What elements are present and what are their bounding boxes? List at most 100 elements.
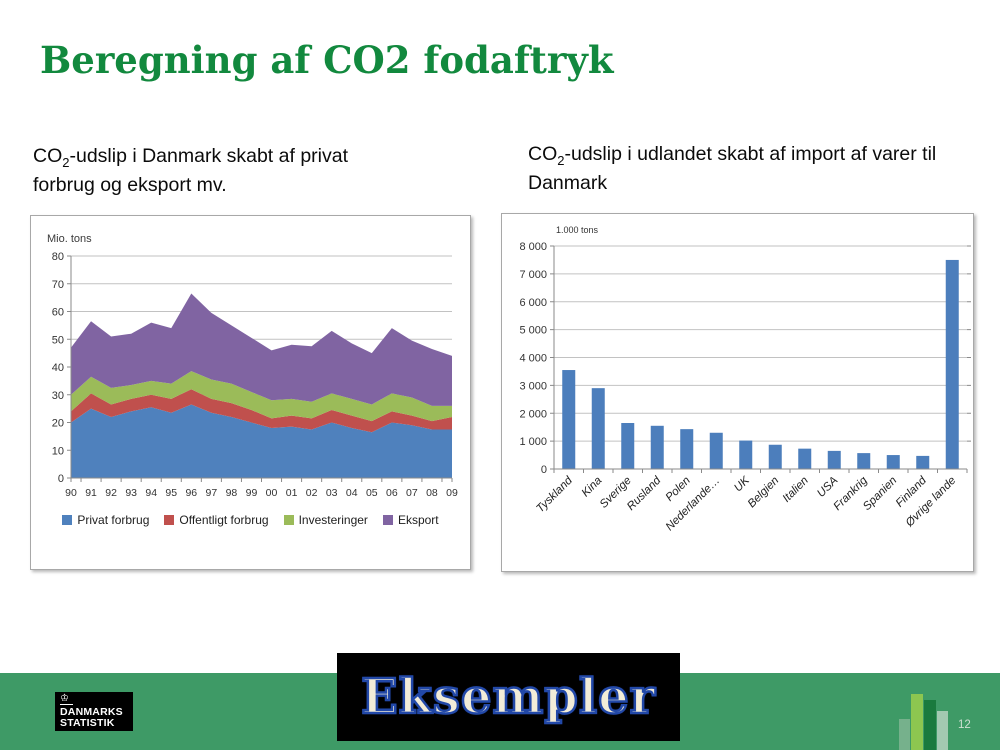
x-tick-label: Nederlande…: [664, 475, 723, 534]
eksempler-banner: Eksempler: [337, 653, 680, 741]
y-tick-label: 40: [52, 362, 64, 374]
x-tick-label: 90: [65, 487, 77, 499]
y-tick-label: 20: [52, 418, 64, 430]
left-chart-heading: CO2-udslip i Danmark skabt af privat for…: [33, 143, 378, 200]
y-tick-label: 30: [52, 390, 64, 402]
legend-item-offentligt-forbrug: Offentligt forbrug: [164, 513, 269, 527]
legend-label: Offentligt forbrug: [179, 513, 269, 527]
x-tick-label: USA: [815, 474, 840, 499]
co2-subscript: 2: [557, 153, 565, 168]
x-tick-label: 98: [226, 487, 238, 499]
bar--vrige-lande: [945, 259, 959, 469]
x-tick-label: 09: [446, 487, 458, 499]
bar-rusland: [650, 425, 664, 469]
bar-frankrig: [857, 453, 871, 469]
x-tick-label: Kina: [580, 475, 605, 500]
bar-finland: [916, 455, 930, 469]
crown-icon: ♔: [60, 693, 69, 704]
bar-tyskland: [562, 370, 576, 469]
banner-label: Eksempler: [360, 668, 656, 727]
co2-subscript: 2: [62, 155, 70, 170]
x-tick-label: 03: [326, 487, 338, 499]
x-tick-label: Belgien: [746, 475, 782, 511]
y-tick-label: 80: [52, 251, 64, 263]
y-tick-label: 4 000: [519, 353, 547, 365]
area-series-investeringer: [71, 371, 452, 422]
legend-swatch: [382, 515, 393, 525]
x-tick-label: 97: [206, 487, 218, 499]
area-series-offentligt-forbrug: [71, 389, 452, 433]
legend-swatch: [283, 515, 294, 525]
bar-belgien: [768, 444, 782, 469]
bar-italien: [798, 448, 812, 469]
axis-unit-label: 1.000 tons: [556, 225, 599, 235]
x-tick-label: 00: [266, 487, 278, 499]
y-tick-label: 0: [541, 464, 547, 476]
x-tick-label: 05: [366, 487, 378, 499]
footer-bars-icon-bar-1: [899, 719, 910, 750]
y-tick-label: 70: [52, 279, 64, 291]
x-tick-label: 99: [246, 487, 258, 499]
area-series-privat-forbrug: [71, 404, 452, 478]
y-tick-label: 1 000: [519, 436, 547, 448]
y-tick-label: 8 000: [519, 241, 547, 253]
area-chart-legend: Privat forbrug Offentligt forbrug Invester…: [31, 513, 470, 527]
bar-polen: [680, 429, 694, 469]
legend-swatch: [62, 515, 73, 525]
y-tick-label: 50: [52, 334, 64, 346]
bar-spanien: [886, 455, 900, 469]
legend-label: Privat forbrug: [77, 513, 150, 527]
logo-line-1: DANMARKS: [60, 706, 123, 718]
legend-swatch: [164, 515, 175, 525]
x-tick-label: 08: [426, 487, 438, 499]
x-tick-label: 07: [406, 487, 418, 499]
y-tick-label: 10: [52, 445, 64, 457]
area-series-eksport: [71, 293, 452, 406]
y-tick-label: 2 000: [519, 408, 547, 420]
x-tick-label: 06: [386, 487, 398, 499]
footer-bars-icon-bar-4: [937, 711, 948, 750]
area-chart-panel: 0 10 20 30 40 50 60 70 80 90 91 92 93 94 95 96 97 98 99 00 0…: [30, 215, 471, 570]
x-tick-label: 93: [125, 487, 137, 499]
bar-uk: [739, 440, 753, 469]
legend-item-investeringer: Investeringer: [283, 513, 368, 527]
logo-rule: [60, 704, 73, 705]
right-chart-heading: CO2-udslip i udlandet skabt af import af…: [528, 141, 958, 198]
bar-sverige: [621, 423, 635, 469]
x-tick-label: 95: [165, 487, 177, 499]
heading-co: CO: [33, 145, 63, 167]
danmarks-statistik-logo: ♔ DANMARKS STATISTIK: [55, 692, 133, 731]
y-tick-label: 0: [58, 473, 64, 485]
bar-chart-svg: 0 1 000 2 000 3 000 4 000 5 000 6 000 7 000 8 00…: [519, 225, 971, 534]
x-tick-label: Italien: [781, 475, 811, 505]
bar-kina: [591, 388, 605, 469]
page-number: 12: [958, 719, 971, 731]
x-tick-label: 02: [306, 487, 318, 499]
y-tick-label: 6 000: [519, 297, 547, 309]
x-tick-label: 92: [105, 487, 117, 499]
slide-title: Beregning af CO2 fodaftryk: [40, 38, 614, 82]
x-tick-label: UK: [732, 474, 753, 495]
bar-usa: [827, 450, 841, 469]
y-tick-label: 7 000: [519, 269, 547, 281]
x-tick-label: 94: [145, 487, 157, 499]
x-tick-label: 01: [286, 487, 298, 499]
x-tick-label: Rusland: [625, 474, 664, 513]
footer-bars-icon-bar-2: [911, 694, 923, 750]
logo-line-2: STATISTIK: [60, 717, 115, 729]
footer-bars-icon: [899, 694, 948, 750]
heading-rest: -udslip i udlandet skabt af import af va…: [528, 143, 937, 195]
legend-item-eksport: Eksport: [382, 513, 439, 527]
bar-nederlande-: [709, 432, 723, 469]
heading-co: CO: [528, 143, 558, 165]
heading-rest: -udslip i Danmark skabt af privat forbru…: [33, 145, 349, 197]
bar-chart-panel: 0 1 000 2 000 3 000 4 000 5 000 6 000 7 000 8 00…: [501, 213, 974, 572]
y-tick-label: 5 000: [519, 325, 547, 337]
x-tick-label: 91: [85, 487, 97, 499]
x-tick-label: 96: [185, 487, 197, 499]
axis-unit-label: Mio. tons: [47, 233, 92, 245]
x-tick-label: Tyskland: [534, 474, 575, 515]
legend-label: Eksport: [397, 513, 439, 527]
